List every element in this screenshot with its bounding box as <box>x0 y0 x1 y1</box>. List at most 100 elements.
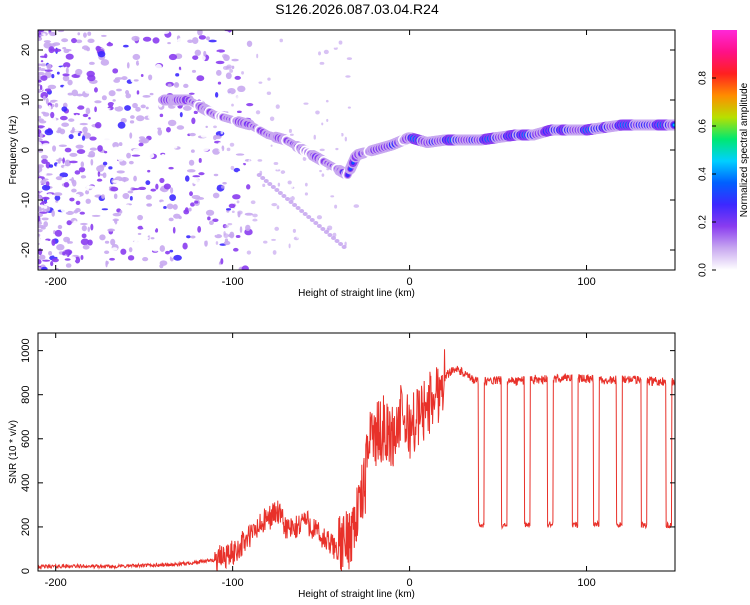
noise-blob <box>215 52 220 57</box>
ridge-branch-blob <box>289 200 294 204</box>
noise-blob <box>288 237 291 241</box>
noise-blob <box>248 108 252 110</box>
noise-blob <box>54 122 57 127</box>
noise-blob <box>199 35 206 40</box>
noise-blob <box>220 258 223 264</box>
noise-blob <box>96 247 100 253</box>
noise-blob <box>223 108 228 111</box>
noise-blob <box>124 138 132 142</box>
noise-blob <box>271 203 277 206</box>
noise-blob <box>48 105 51 110</box>
noise-blob <box>203 97 210 102</box>
noise-blob <box>150 219 155 224</box>
noise-blob <box>164 184 171 190</box>
top-xtick-label: -100 <box>222 276 244 288</box>
noise-blob <box>252 214 258 218</box>
ridge-branch-blob <box>338 242 343 246</box>
noise-blob <box>102 208 109 210</box>
noise-blob <box>289 65 292 67</box>
noise-blob <box>331 56 334 61</box>
noise-blob <box>171 242 177 249</box>
noise-blob <box>208 58 216 60</box>
noise-blob <box>170 187 173 193</box>
noise-blob <box>231 66 234 69</box>
noise-blob <box>239 132 245 137</box>
noise-blob <box>194 201 198 204</box>
noise-blob <box>48 46 54 53</box>
noise-blob <box>98 51 106 57</box>
noise-blob <box>127 191 133 194</box>
noise-blob <box>346 69 352 73</box>
noise-blob <box>233 254 236 256</box>
noise-blob <box>267 77 270 80</box>
noise-blob <box>246 103 253 106</box>
noise-blob <box>354 210 358 212</box>
bottom-xtick-label: 0 <box>407 577 413 589</box>
noise-blob <box>290 134 294 136</box>
noise-blob <box>198 172 204 175</box>
noise-blob <box>274 77 278 81</box>
ridge-branch-blob <box>317 224 322 228</box>
noise-blob <box>305 183 308 187</box>
noise-blob <box>326 100 329 103</box>
noise-blob <box>125 235 128 239</box>
noise-blob <box>236 153 245 155</box>
noise-blob <box>353 66 358 70</box>
noise-blob <box>148 153 154 158</box>
noise-blob <box>126 153 131 159</box>
noise-blob <box>348 107 351 109</box>
noise-blob <box>155 184 158 190</box>
noise-blob <box>80 212 85 215</box>
bottom-xtick-label: -200 <box>45 577 67 589</box>
noise-blob <box>278 153 280 157</box>
noise-blob <box>138 143 143 147</box>
noise-blob <box>235 76 241 80</box>
noise-blob <box>222 182 226 184</box>
noise-blob <box>46 181 50 186</box>
noise-blob <box>240 226 243 233</box>
noise-blob <box>52 258 59 262</box>
noise-blob <box>165 251 170 255</box>
noise-blob <box>52 145 56 151</box>
noise-blob <box>185 119 191 123</box>
bottom-ylabel: SNR (10 * v/v) <box>8 420 19 484</box>
noise-blob <box>81 175 86 178</box>
noise-blob <box>205 126 208 128</box>
noise-blob <box>52 93 60 96</box>
noise-blob <box>330 195 334 197</box>
noise-blob <box>236 235 241 238</box>
noise-blob <box>66 67 69 74</box>
noise-blob <box>230 109 236 112</box>
noise-blob <box>252 219 257 222</box>
noise-blob <box>206 36 210 40</box>
noise-blob <box>232 194 240 199</box>
noise-blob <box>307 74 313 77</box>
noise-blob <box>247 205 250 208</box>
noise-blob <box>36 267 41 269</box>
noise-blob <box>137 215 143 220</box>
ridge-branch-blob <box>320 227 325 231</box>
noise-blob <box>271 239 276 241</box>
noise-blob <box>167 238 170 241</box>
noise-blob <box>197 242 200 247</box>
noise-blob <box>183 84 188 88</box>
noise-blob <box>133 148 141 154</box>
noise-blob <box>153 249 159 251</box>
noise-blob <box>107 229 115 232</box>
noise-blob <box>74 129 81 132</box>
ridge-branch-blob <box>303 212 308 216</box>
noise-blob <box>313 124 316 128</box>
noise-blob <box>83 32 87 38</box>
noise-blob <box>45 88 51 91</box>
noise-blob <box>150 264 156 270</box>
ridge-branch-blob <box>281 194 286 198</box>
top-ytick-label: -20 <box>20 242 32 258</box>
noise-blob <box>53 192 62 196</box>
ridge-branch-blob <box>274 188 279 192</box>
noise-blob <box>320 62 325 65</box>
noise-blob <box>267 92 271 95</box>
noise-blob <box>347 48 352 51</box>
noise-blob <box>107 43 114 47</box>
noise-blob <box>259 202 262 206</box>
noise-blob <box>229 204 236 209</box>
